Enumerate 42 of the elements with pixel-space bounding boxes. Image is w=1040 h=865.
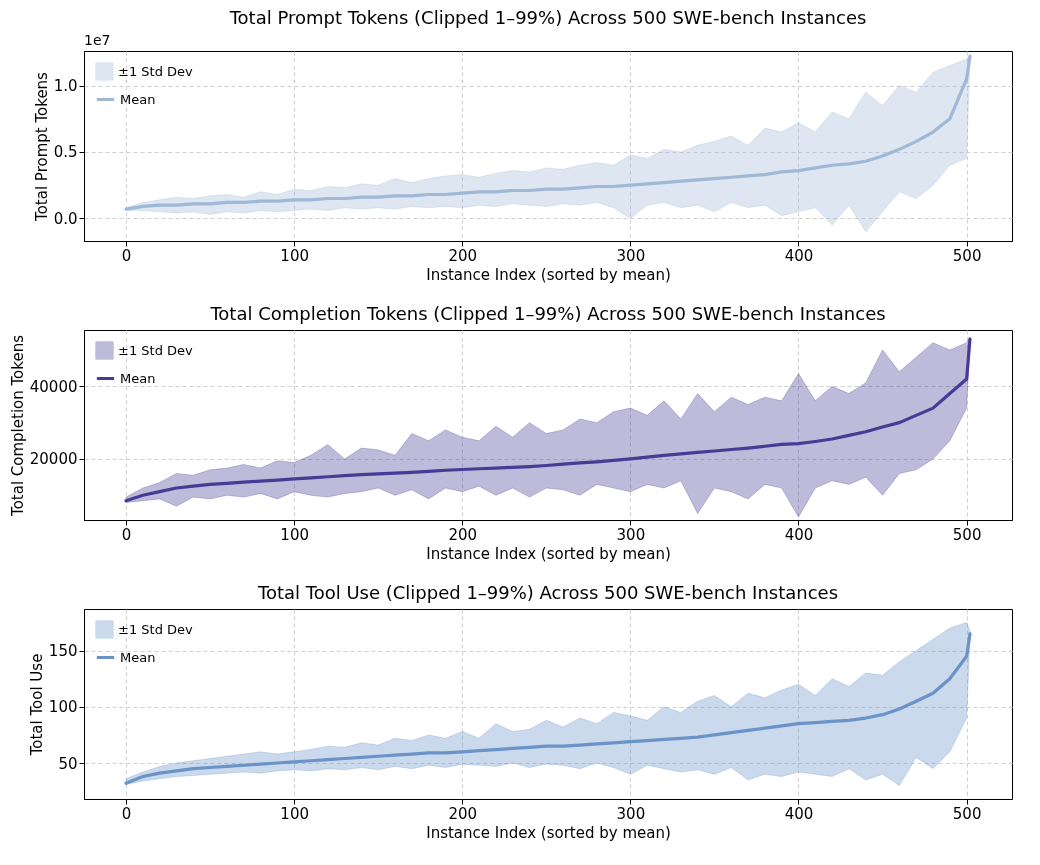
x-tick-label: 200 [448, 525, 478, 544]
x-tick-label: 500 [952, 246, 982, 265]
x-tick-label: 500 [952, 525, 982, 544]
y-tick-label: 0.5 [53, 143, 78, 162]
x-axis-title: Instance Index (sorted by mean) [426, 544, 671, 563]
x-tick-label: 400 [784, 804, 814, 823]
legend-label: Mean [120, 649, 156, 665]
annotation: ±1 Std Dev [118, 342, 194, 358]
y-tick-label: 150 [48, 642, 78, 661]
x-tick-label: 100 [280, 246, 309, 265]
text: 1e7 [84, 32, 111, 48]
x-tick-label: 100 [280, 804, 309, 823]
x-tick-label: 400 [784, 246, 814, 265]
annotation: ±1 Std Dev [118, 63, 194, 79]
y-axis-title: Total Completion Tokens [8, 334, 27, 517]
y-tick-label: 40000 [29, 377, 78, 396]
x-tick-label: 0 [121, 525, 132, 544]
y-axis-title: Total Tool Use [27, 653, 46, 757]
x-tick-label: 500 [952, 804, 982, 823]
chart-title: Total Prompt Tokens (Clipped 1–99%) Across 500 SWE-bench Instances [228, 7, 867, 28]
annotation: ±1 Std Dev [118, 621, 194, 637]
y-tick-label: 1.0 [53, 77, 78, 96]
x-tick-label: 200 [448, 804, 478, 823]
x-tick-label: 0 [121, 804, 132, 823]
y-axis-title: Total Prompt Tokens [32, 71, 51, 222]
x-tick-label: 300 [616, 804, 646, 823]
x-tick-label: 100 [280, 525, 309, 544]
x-axis-title: Instance Index (sorted by mean) [426, 265, 671, 284]
y-tick-label: 20000 [29, 450, 78, 469]
x-tick-label: 200 [448, 246, 478, 265]
legend-label: Mean [120, 370, 156, 386]
x-axis-title: Instance Index (sorted by mean) [426, 823, 671, 842]
y-tick-label: 0.0 [53, 209, 78, 228]
y-tick-label: 100 [48, 698, 78, 717]
legend-label: Mean [120, 91, 156, 107]
x-tick-label: 300 [616, 246, 646, 265]
y-tick-label: 50 [58, 754, 78, 773]
x-tick-label: 400 [784, 525, 814, 544]
chart-title: Total Completion Tokens (Clipped 1–99%) Across 500 SWE-bench Instances [209, 303, 886, 324]
x-tick-label: 0 [121, 246, 132, 265]
x-tick-label: 300 [616, 525, 646, 544]
chart-title: Total Tool Use (Clipped 1–99%) Across 500 SWE-bench Instances [256, 582, 839, 603]
